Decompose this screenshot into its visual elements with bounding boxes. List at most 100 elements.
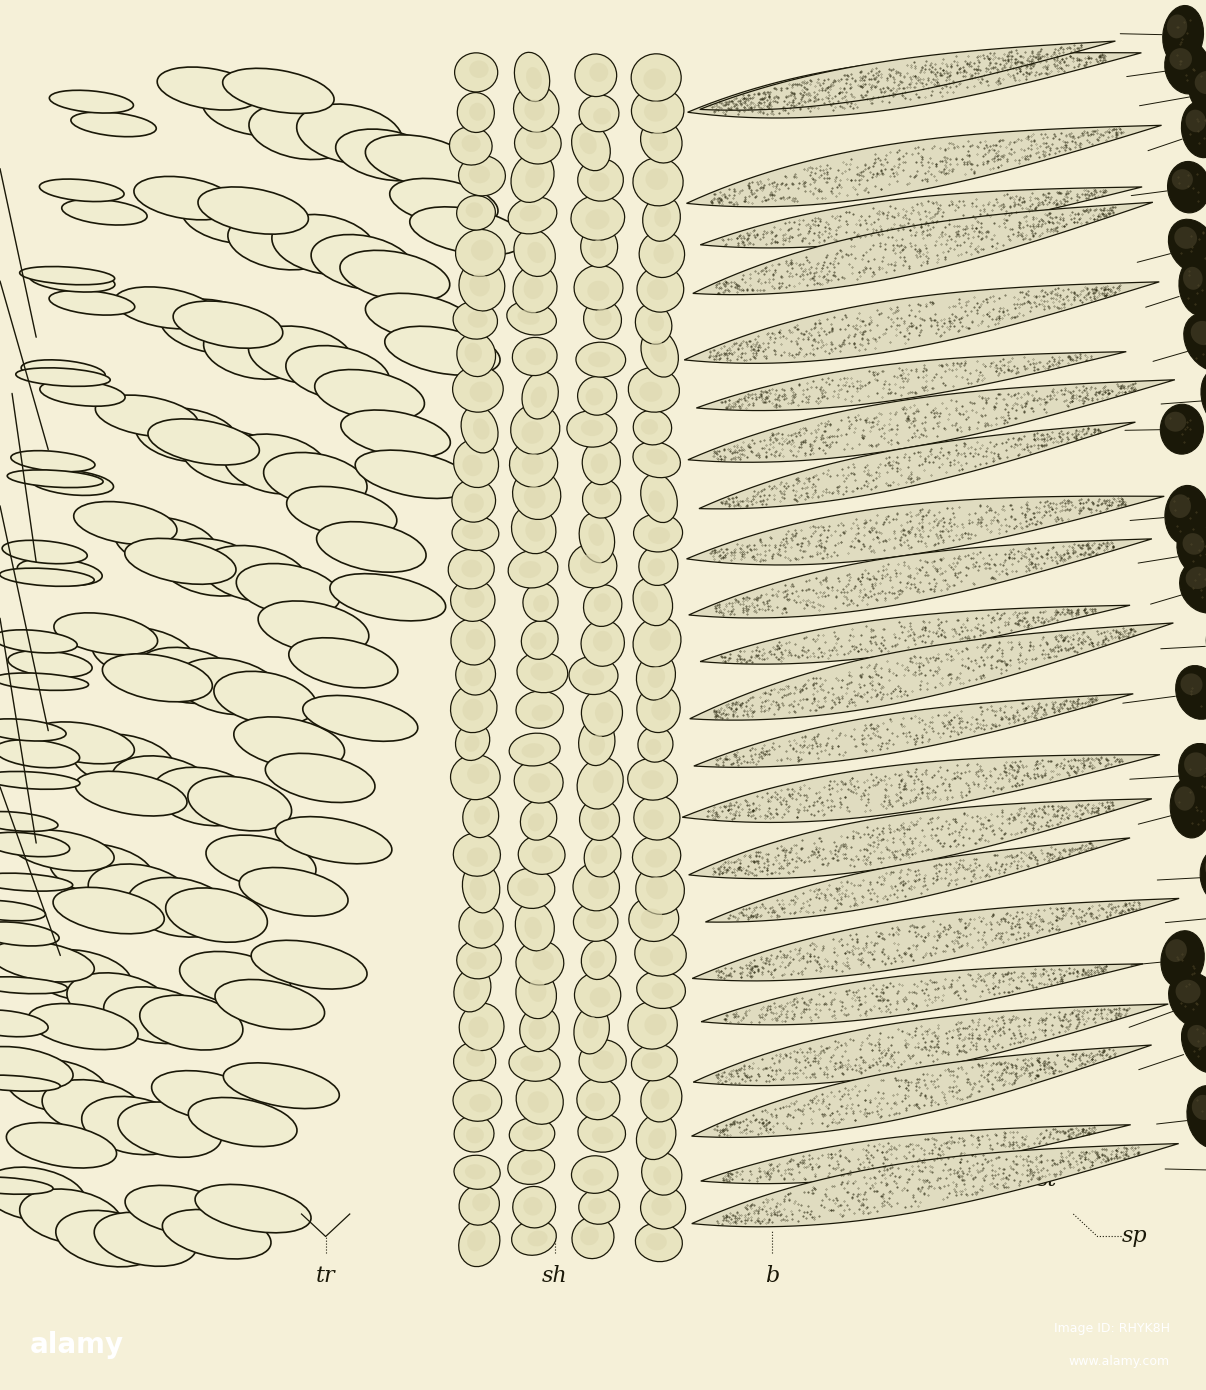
Ellipse shape — [16, 368, 110, 386]
Ellipse shape — [1183, 534, 1205, 555]
Ellipse shape — [451, 755, 500, 799]
Ellipse shape — [575, 54, 616, 96]
Ellipse shape — [527, 242, 546, 263]
Ellipse shape — [628, 759, 678, 801]
Ellipse shape — [532, 845, 552, 863]
Ellipse shape — [509, 733, 560, 766]
Polygon shape — [692, 898, 1179, 981]
Ellipse shape — [585, 210, 609, 229]
Ellipse shape — [592, 1126, 614, 1144]
Ellipse shape — [1167, 161, 1206, 213]
Ellipse shape — [574, 1006, 609, 1054]
Ellipse shape — [271, 214, 376, 274]
Ellipse shape — [515, 902, 555, 951]
Ellipse shape — [88, 865, 191, 920]
Ellipse shape — [1182, 101, 1206, 157]
Ellipse shape — [453, 1042, 496, 1080]
Ellipse shape — [1178, 744, 1206, 805]
Ellipse shape — [590, 63, 608, 82]
Ellipse shape — [1170, 49, 1192, 70]
Ellipse shape — [1176, 980, 1200, 1004]
Text: st: st — [1037, 1169, 1058, 1191]
Ellipse shape — [72, 734, 175, 788]
Ellipse shape — [634, 795, 680, 840]
Ellipse shape — [580, 553, 602, 574]
Ellipse shape — [651, 1197, 672, 1216]
Ellipse shape — [451, 580, 494, 621]
Ellipse shape — [165, 888, 268, 942]
Ellipse shape — [576, 1079, 620, 1120]
Ellipse shape — [0, 1177, 53, 1194]
Ellipse shape — [645, 739, 661, 755]
Ellipse shape — [589, 524, 604, 546]
Ellipse shape — [532, 951, 554, 970]
Ellipse shape — [456, 653, 496, 695]
Ellipse shape — [223, 68, 334, 114]
Ellipse shape — [525, 917, 541, 940]
Ellipse shape — [648, 313, 665, 331]
Ellipse shape — [584, 834, 621, 877]
Ellipse shape — [449, 549, 494, 589]
Polygon shape — [699, 423, 1135, 509]
Ellipse shape — [1165, 411, 1187, 432]
Ellipse shape — [569, 656, 617, 695]
Ellipse shape — [517, 878, 539, 897]
Ellipse shape — [330, 574, 446, 621]
Ellipse shape — [589, 877, 609, 899]
Polygon shape — [686, 125, 1161, 207]
Ellipse shape — [525, 100, 545, 121]
Ellipse shape — [508, 869, 555, 909]
Ellipse shape — [115, 517, 217, 569]
Ellipse shape — [459, 260, 505, 311]
Ellipse shape — [11, 450, 95, 471]
Ellipse shape — [472, 239, 493, 261]
Ellipse shape — [30, 721, 134, 764]
Ellipse shape — [513, 470, 561, 520]
Ellipse shape — [390, 178, 498, 227]
Ellipse shape — [450, 126, 492, 165]
Ellipse shape — [453, 302, 498, 339]
Ellipse shape — [528, 773, 550, 792]
Ellipse shape — [125, 1186, 236, 1236]
Ellipse shape — [581, 225, 617, 267]
Ellipse shape — [1165, 485, 1206, 545]
Ellipse shape — [587, 281, 609, 300]
Ellipse shape — [456, 723, 490, 760]
Ellipse shape — [581, 940, 616, 980]
Ellipse shape — [466, 203, 484, 218]
Ellipse shape — [646, 449, 668, 464]
Ellipse shape — [469, 381, 492, 402]
Ellipse shape — [580, 798, 620, 841]
Polygon shape — [683, 755, 1160, 823]
Ellipse shape — [572, 122, 610, 171]
Ellipse shape — [639, 231, 685, 278]
Ellipse shape — [1169, 220, 1206, 272]
Ellipse shape — [0, 901, 46, 920]
Ellipse shape — [1195, 71, 1206, 95]
Polygon shape — [701, 186, 1142, 247]
Ellipse shape — [640, 591, 658, 612]
Ellipse shape — [520, 204, 541, 221]
Ellipse shape — [586, 912, 607, 929]
Ellipse shape — [0, 719, 66, 741]
Ellipse shape — [1163, 6, 1204, 65]
Polygon shape — [693, 694, 1134, 767]
Ellipse shape — [163, 1209, 271, 1259]
Ellipse shape — [365, 135, 476, 186]
Text: sh: sh — [541, 1265, 568, 1287]
Ellipse shape — [228, 214, 332, 270]
Ellipse shape — [335, 129, 438, 181]
Ellipse shape — [648, 667, 666, 688]
Ellipse shape — [636, 865, 684, 915]
Ellipse shape — [637, 267, 684, 313]
Ellipse shape — [466, 628, 486, 649]
Ellipse shape — [582, 480, 621, 518]
Ellipse shape — [651, 1088, 669, 1109]
Ellipse shape — [508, 1150, 555, 1184]
Ellipse shape — [213, 671, 317, 724]
Ellipse shape — [469, 877, 486, 901]
Ellipse shape — [356, 450, 473, 499]
Ellipse shape — [340, 250, 450, 302]
Ellipse shape — [92, 627, 194, 680]
Ellipse shape — [74, 502, 177, 545]
